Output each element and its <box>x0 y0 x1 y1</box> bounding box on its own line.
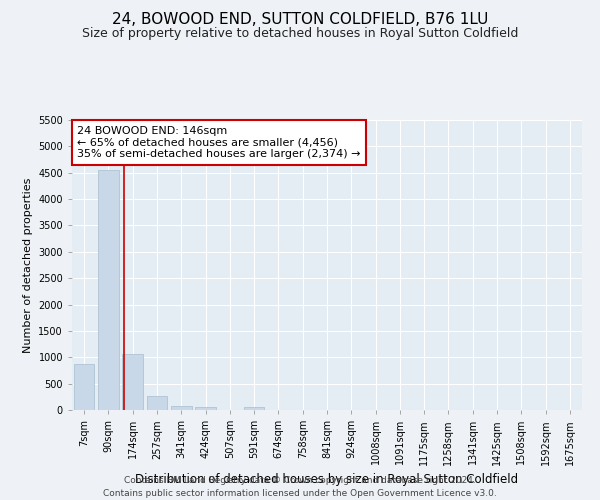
Bar <box>244 408 265 410</box>
Text: 24, BOWOOD END, SUTTON COLDFIELD, B76 1LU: 24, BOWOOD END, SUTTON COLDFIELD, B76 1L… <box>112 12 488 28</box>
Text: 24 BOWOOD END: 146sqm
← 65% of detached houses are smaller (4,456)
35% of semi-d: 24 BOWOOD END: 146sqm ← 65% of detached … <box>77 126 361 159</box>
Bar <box>98 170 119 410</box>
Bar <box>122 354 143 410</box>
Bar <box>171 406 191 410</box>
Text: Contains HM Land Registry data © Crown copyright and database right 2024.
Contai: Contains HM Land Registry data © Crown c… <box>103 476 497 498</box>
Y-axis label: Number of detached properties: Number of detached properties <box>23 178 32 352</box>
Text: Size of property relative to detached houses in Royal Sutton Coldfield: Size of property relative to detached ho… <box>82 28 518 40</box>
Bar <box>74 364 94 410</box>
X-axis label: Distribution of detached houses by size in Royal Sutton Coldfield: Distribution of detached houses by size … <box>136 473 518 486</box>
Bar <box>195 407 216 410</box>
Bar <box>146 396 167 410</box>
